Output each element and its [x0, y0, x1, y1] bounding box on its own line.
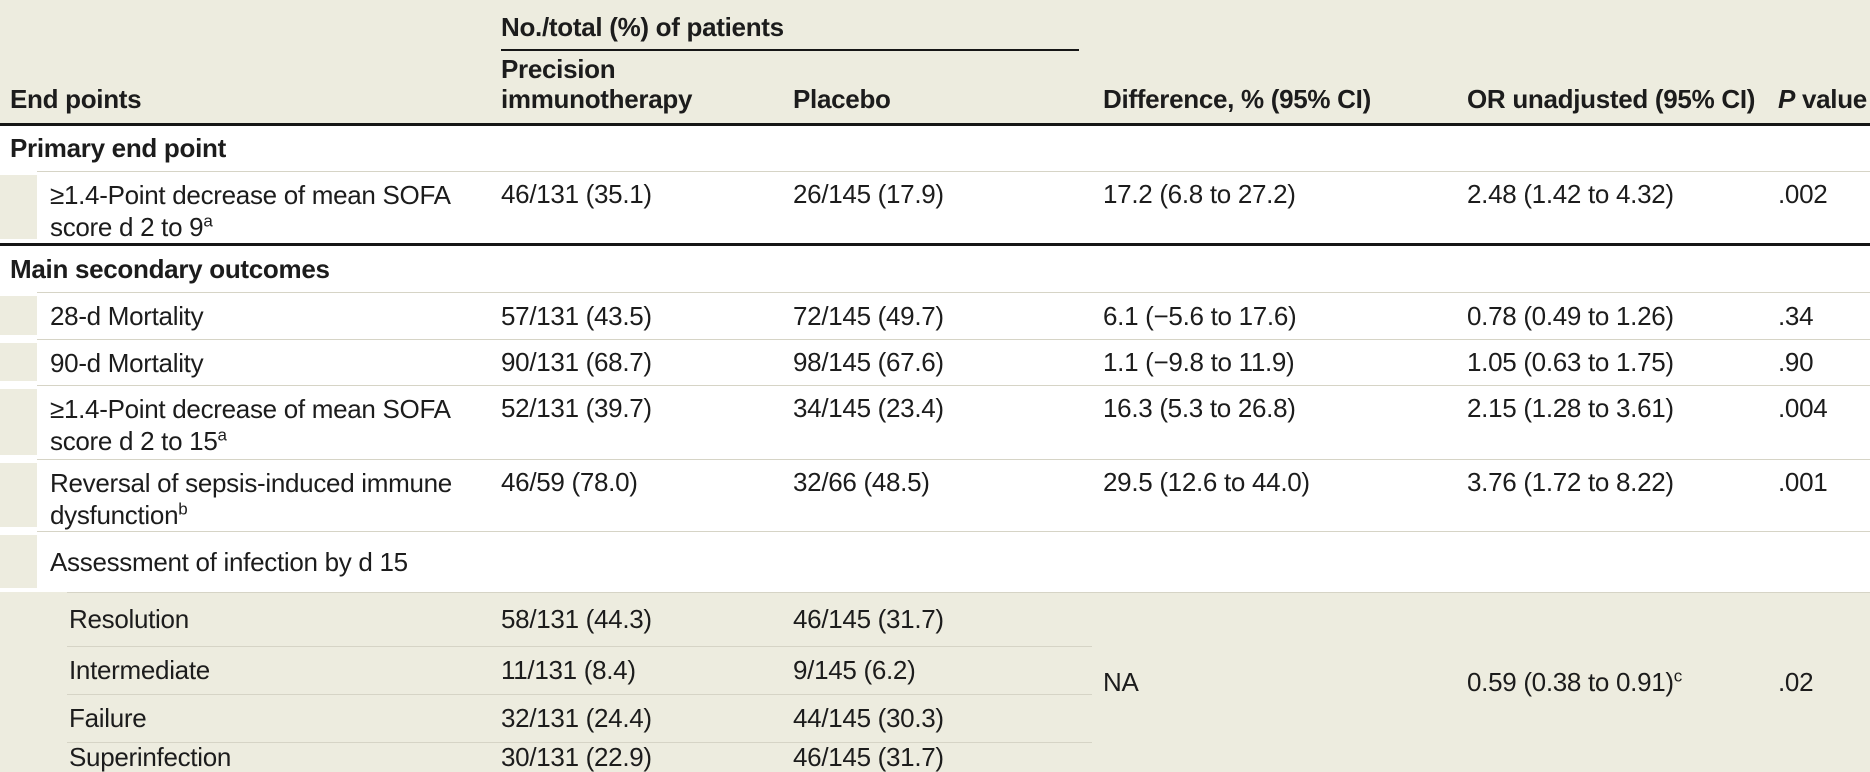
difference-value-cell: 16.3 (5.3 to 26.8)	[1103, 393, 1296, 423]
row-indent-marker	[0, 389, 37, 455]
p-value-cell: .004	[1778, 393, 1828, 423]
precision-value-cell: 11/131 (8.4)	[501, 654, 636, 685]
placebo-value-cell: 46/145 (31.7)	[793, 742, 944, 772]
endpoint-label: ≥1.4-Point decrease of mean SOFA score d…	[50, 180, 451, 242]
row-indent-marker	[0, 535, 37, 588]
precision-value-cell: 90/131 (68.7)	[501, 347, 652, 377]
endpoint-label: Intermediate	[69, 654, 210, 685]
infection-merged-cells: NA 0.59 (0.38 to 0.91)c .02	[1103, 592, 1870, 772]
column-header-placebo: Placebo	[793, 84, 891, 114]
p-value-rest: value	[1801, 84, 1867, 114]
precision-value-cell: 58/131 (44.3)	[501, 603, 652, 634]
table-row-resolution: Resolution 58/131 (44.3) 46/145 (31.7)	[0, 592, 1103, 646]
placebo-value-cell: 72/145 (49.7)	[793, 300, 944, 331]
table-row-28d-mortality: 28-d Mortality 57/131 (43.5) 72/145 (49.…	[0, 292, 1870, 339]
endpoint-label: ≥1.4-Point decrease of mean SOFA score d…	[50, 394, 451, 456]
endpoint-label: Resolution	[69, 603, 189, 634]
precision-value-cell: 30/131 (22.9)	[501, 742, 652, 772]
precision-value-cell: 57/131 (43.5)	[501, 300, 652, 331]
infection-subtable: Resolution 58/131 (44.3) 46/145 (31.7) I…	[0, 592, 1870, 772]
table-row-reversal-immune-dysfunction: Reversal of sepsis-induced immune dysfun…	[0, 459, 1870, 531]
placebo-value-cell: 32/66 (48.5)	[793, 467, 930, 497]
precision-value-cell: 46/131 (35.1)	[501, 179, 652, 209]
section-header-main-secondary-outcomes: Main secondary outcomes	[0, 246, 1870, 292]
table-row-intermediate: Intermediate 11/131 (8.4) 9/145 (6.2)	[0, 646, 1103, 694]
p-value-cell: .002	[1778, 179, 1828, 209]
or-value-cell: 2.48 (1.42 to 4.32)	[1467, 179, 1674, 209]
placebo-value-cell: 9/145 (6.2)	[793, 654, 916, 685]
precision-value-cell: 32/131 (24.4)	[501, 702, 652, 733]
row-indent-marker	[0, 343, 37, 381]
row-indent-marker	[0, 175, 37, 239]
p-value-cell: .001	[1778, 467, 1828, 497]
endpoint-label: Failure	[69, 702, 147, 733]
placebo-value-cell: 26/145 (17.9)	[793, 179, 944, 209]
p-value-cell: .90	[1778, 347, 1814, 377]
table-row-sofa-d2-9: ≥1.4-Point decrease of mean SOFA score d…	[0, 171, 1870, 243]
difference-value-cell: 17.2 (6.8 to 27.2)	[1103, 179, 1296, 209]
p-value-italic-p: P	[1778, 84, 1796, 114]
endpoint-label: Assessment of infection by d 15	[50, 547, 408, 577]
column-header-p-value: P value	[1778, 84, 1870, 123]
section-divider-rule	[0, 243, 1870, 246]
endpoint-label: Superinfection	[69, 742, 232, 772]
table-row-sofa-d2-15: ≥1.4-Point decrease of mean SOFA score d…	[0, 385, 1870, 459]
or-value-cell: 1.05 (0.63 to 1.75)	[1467, 347, 1674, 377]
or-value-cell: 0.78 (0.49 to 1.26)	[1467, 300, 1674, 331]
patients-spanner-cell: No./total (%) of patients	[501, 0, 1103, 52]
difference-value-cell: 1.1 (−9.8 to 11.9)	[1103, 347, 1295, 377]
or-value-cell: 2.15 (1.28 to 3.61)	[1467, 393, 1674, 423]
table-header: No./total (%) of patients End points Pre…	[0, 0, 1870, 126]
table-row-assessment-of-infection: Assessment of infection by d 15	[0, 531, 1870, 592]
endpoint-label: 28-d Mortality	[50, 301, 204, 331]
footnote-marker-b: b	[178, 499, 188, 519]
or-value-cell: 3.76 (1.72 to 8.22)	[1467, 467, 1674, 497]
footnote-marker-a: a	[203, 211, 213, 231]
column-header-endpoints: End points	[10, 84, 142, 114]
column-header-precision-immunotherapy: Precision immunotherapy	[501, 54, 693, 114]
column-header-difference: Difference, % (95% CI)	[1103, 84, 1371, 114]
column-header-or-unadjusted: OR unadjusted (95% CI)	[1467, 84, 1756, 114]
merged-p-value-cell: .02	[1778, 667, 1814, 697]
patients-spanner-header: No./total (%) of patients	[501, 12, 1079, 51]
merged-or-value-cell: 0.59 (0.38 to 0.91)c	[1467, 666, 1683, 697]
section-header-primary-end-point: Primary end point	[0, 126, 1870, 171]
placebo-value-cell: 98/145 (67.6)	[793, 347, 944, 377]
table-row-superinfection: Superinfection 30/131 (22.9) 46/145 (31.…	[0, 742, 1103, 772]
endpoint-label: Reversal of sepsis-induced immune dysfun…	[50, 468, 452, 530]
row-indent-marker	[0, 463, 37, 527]
endpoint-label: 90-d Mortality	[50, 347, 204, 378]
precision-value-cell: 46/59 (78.0)	[501, 467, 638, 497]
difference-value-cell: 6.1 (−5.6 to 17.6)	[1103, 300, 1297, 331]
difference-value-cell: 29.5 (12.6 to 44.0)	[1103, 467, 1310, 497]
precision-value-cell: 52/131 (39.7)	[501, 393, 652, 423]
placebo-value-cell: 44/145 (30.3)	[793, 702, 944, 733]
placebo-value-cell: 34/145 (23.4)	[793, 393, 944, 423]
infection-subtable-rows: Resolution 58/131 (44.3) 46/145 (31.7) I…	[0, 592, 1103, 772]
placebo-value-cell: 46/145 (31.7)	[793, 603, 944, 634]
footnote-marker-a: a	[217, 425, 227, 445]
p-value-cell: .34	[1778, 300, 1814, 331]
footnote-marker-c: c	[1673, 666, 1683, 686]
table-row-90d-mortality: 90-d Mortality 90/131 (68.7) 98/145 (67.…	[0, 339, 1870, 385]
merged-difference-na-cell: NA	[1103, 667, 1139, 697]
table-row-failure: Failure 32/131 (24.4) 44/145 (30.3)	[0, 694, 1103, 742]
row-indent-marker	[0, 296, 37, 335]
